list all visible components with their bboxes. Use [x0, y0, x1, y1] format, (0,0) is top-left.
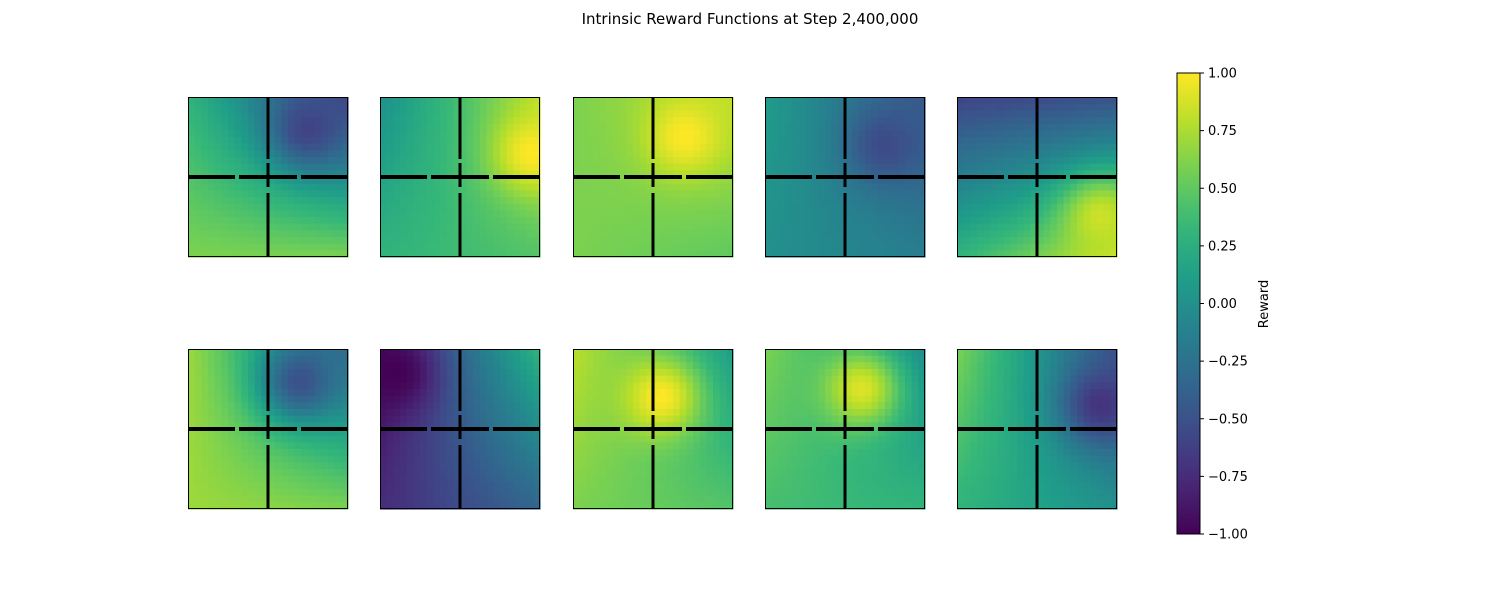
wall-layout	[380, 97, 540, 257]
wall-layout	[188, 97, 348, 257]
panel-frame	[188, 97, 348, 257]
panel-frame	[188, 349, 348, 509]
wall-layout	[573, 97, 733, 257]
panel-frame	[957, 97, 1117, 257]
panel-frame	[573, 349, 733, 509]
panel-frame	[957, 349, 1117, 509]
colorbar-label: Reward	[1257, 280, 1272, 328]
heatmap-panel	[765, 349, 926, 510]
heatmap-panel	[188, 97, 349, 258]
colorbar-tick-label: −1.00	[1208, 528, 1248, 543]
panel-frame	[380, 97, 540, 257]
colorbar-tick-label: −0.50	[1208, 412, 1248, 427]
heatmap-panel	[765, 97, 926, 258]
colorbar-tick-label: 0.50	[1208, 182, 1237, 197]
panel-frame	[380, 349, 540, 509]
colorbar-tick-label: 1.00	[1208, 67, 1237, 82]
wall-layout	[957, 349, 1117, 509]
colorbar-gradient	[1176, 72, 1201, 535]
heatmap-panel	[380, 97, 541, 258]
colorbar-tick-label: −0.75	[1208, 470, 1248, 485]
wall-layout	[573, 349, 733, 509]
heatmap-grid	[188, 97, 1118, 510]
figure-title: Intrinsic Reward Functions at Step 2,400…	[582, 10, 919, 28]
heatmap-panel	[957, 97, 1118, 258]
wall-layout	[380, 349, 540, 509]
colorbar-ticks: 1.00 0.75 0.50 0.25 0.00 −0.25 −0.50 −0.75 −1.00	[1200, 67, 1248, 543]
wall-layout	[765, 349, 925, 509]
wall-layout	[957, 97, 1117, 257]
colorbar-tick-label: 0.75	[1208, 124, 1237, 139]
panel-frame	[573, 97, 733, 257]
wall-layout	[188, 349, 348, 509]
colorbar: 1.00 0.75 0.50 0.25 0.00 −0.25 −0.50 −0.75 −1.00…	[1176, 67, 1272, 543]
heatmap-panel	[188, 349, 349, 510]
colorbar-tick-label: 0.00	[1208, 297, 1237, 312]
heatmap-panel	[957, 349, 1118, 510]
heatmap-panel	[573, 349, 734, 510]
wall-layout	[765, 97, 925, 257]
panel-frame	[765, 349, 925, 509]
colorbar-tick-label: 0.25	[1208, 239, 1237, 254]
heatmap-panel	[380, 349, 541, 510]
colorbar-tick-label: −0.25	[1208, 355, 1248, 370]
panel-frame	[765, 97, 925, 257]
heatmap-panel	[573, 97, 734, 258]
